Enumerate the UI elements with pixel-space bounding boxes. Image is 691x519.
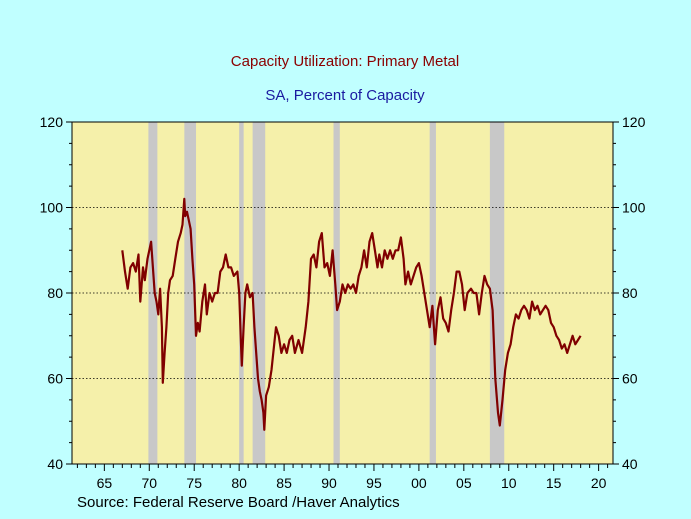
x-tick-label: 85 [276,475,292,491]
y-tick-label-right: 120 [622,114,646,130]
chart-subtitle: SA, Percent of Capacity [265,87,425,104]
x-tick-label: 70 [141,475,157,491]
x-tick-label: 10 [501,475,517,491]
gridlines [72,207,613,379]
y-tick-label-right: 40 [622,456,638,472]
y-tick-label-left: 80 [47,285,63,301]
y-tick-label-right: 80 [622,285,638,301]
x-tick-label: 65 [97,475,113,491]
source-note: Source: Federal Reserve Board /Haver Ana… [77,494,400,511]
y-axis-right-labels: 40 60 80 100 120 [622,114,646,472]
y-tick-label-left: 60 [47,371,63,387]
x-tick-label: 00 [411,475,427,491]
chart-title: Capacity Utilization: Primary Metal [231,53,459,70]
recession-band-1 [184,122,197,464]
y-tick-label-right: 100 [622,200,646,216]
x-tick-label: 05 [456,475,472,491]
x-tick-label: 75 [186,475,202,491]
x-tick-label: 20 [591,475,607,491]
series-line [121,197,582,431]
y-tick-label-right: 60 [622,371,638,387]
y-tick-label-left: 40 [47,456,63,472]
y-axis-left-labels: 40 60 80 100 120 [40,114,64,472]
x-tick-label: 95 [366,475,382,491]
x-tick-label: 90 [321,475,337,491]
x-axis-labels: 65 70 75 80 85 90 95 00 05 10 15 20 [97,475,607,491]
y-tick-label-left: 100 [40,200,64,216]
y-tick-label-left: 120 [40,114,64,130]
x-tick-label: 15 [546,475,562,491]
axis-ticks [66,121,619,471]
x-tick-label: 80 [231,475,247,491]
